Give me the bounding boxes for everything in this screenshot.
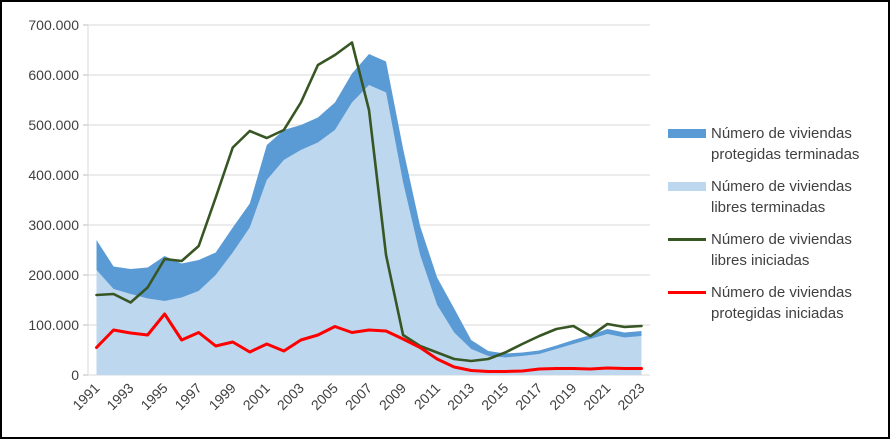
x-axis-tick-label: 2021 (580, 380, 613, 413)
x-axis-tick-label: 1991 (69, 380, 102, 413)
legend-swatch-libres-terminadas (668, 182, 706, 191)
legend-label-line: Número de viviendas (711, 231, 852, 248)
y-axis-tick-label: 600.000 (28, 67, 79, 83)
y-axis-tick-label: 300.000 (28, 217, 79, 233)
legend-label-line: Número de viviendas (711, 178, 852, 195)
legend-label-line: Número de viviendas (711, 125, 852, 142)
y-axis-tick-label: 700.000 (28, 17, 79, 33)
x-axis-tick-label: 2017 (512, 380, 545, 413)
x-axis-tick-label: 2023 (614, 380, 647, 413)
area-libres-terminadas (96, 85, 642, 375)
legend-swatch-protegidas-iniciadas (668, 291, 706, 294)
x-axis-tick-label: 2011 (411, 380, 444, 413)
legend-label-line: libres iniciadas (711, 252, 810, 269)
x-axis-tick-label: 1993 (103, 380, 136, 413)
y-axis-tick-label: 200.000 (28, 267, 79, 283)
y-axis-tick-label: 0 (71, 367, 79, 383)
x-axis-tick-label: 2007 (342, 380, 375, 413)
x-axis-tick-label: 2013 (444, 380, 477, 413)
x-axis-tick-label: 1997 (171, 380, 204, 413)
legend-label-line: libres terminadas (711, 199, 826, 216)
legend-item-libres-iniciadas: Número de viviendas libres iniciadas (668, 229, 888, 271)
legend-swatch-libres-iniciadas (668, 238, 706, 241)
legend-label-line: protegidas iniciadas (711, 305, 844, 322)
legend-item-protegidas-terminadas: Número de viviendas protegidas terminada… (668, 123, 888, 165)
x-axis-tick-label: 2009 (376, 380, 409, 413)
y-axis-tick-label: 500.000 (28, 117, 79, 133)
x-axis-tick-label: 1999 (206, 380, 239, 413)
x-axis-tick-label: 2015 (478, 380, 511, 413)
x-axis-tick-label: 2005 (308, 380, 341, 413)
legend-label-line: Número de viviendas (711, 284, 852, 301)
x-axis-tick-label: 2001 (240, 380, 273, 413)
legend-item-libres-terminadas: Número de viviendas libres terminadas (668, 176, 888, 218)
y-axis-tick-label: 400.000 (28, 167, 79, 183)
legend-swatch-protegidas-terminadas (668, 129, 706, 138)
legend-item-protegidas-iniciadas: Número de viviendas protegidas iniciadas (668, 282, 888, 324)
y-axis-tick-label: 100.000 (28, 317, 79, 333)
x-axis-tick-label: 1995 (137, 380, 170, 413)
line-protegidas-iniciadas (95, 312, 643, 373)
x-axis-tick-label: 2019 (546, 380, 579, 413)
line-libres-iniciadas (95, 41, 643, 363)
chart-legend: Número de viviendas protegidas terminada… (668, 123, 888, 335)
legend-label-line: protegidas terminadas (711, 146, 860, 163)
x-axis-tick-label: 2003 (274, 380, 307, 413)
